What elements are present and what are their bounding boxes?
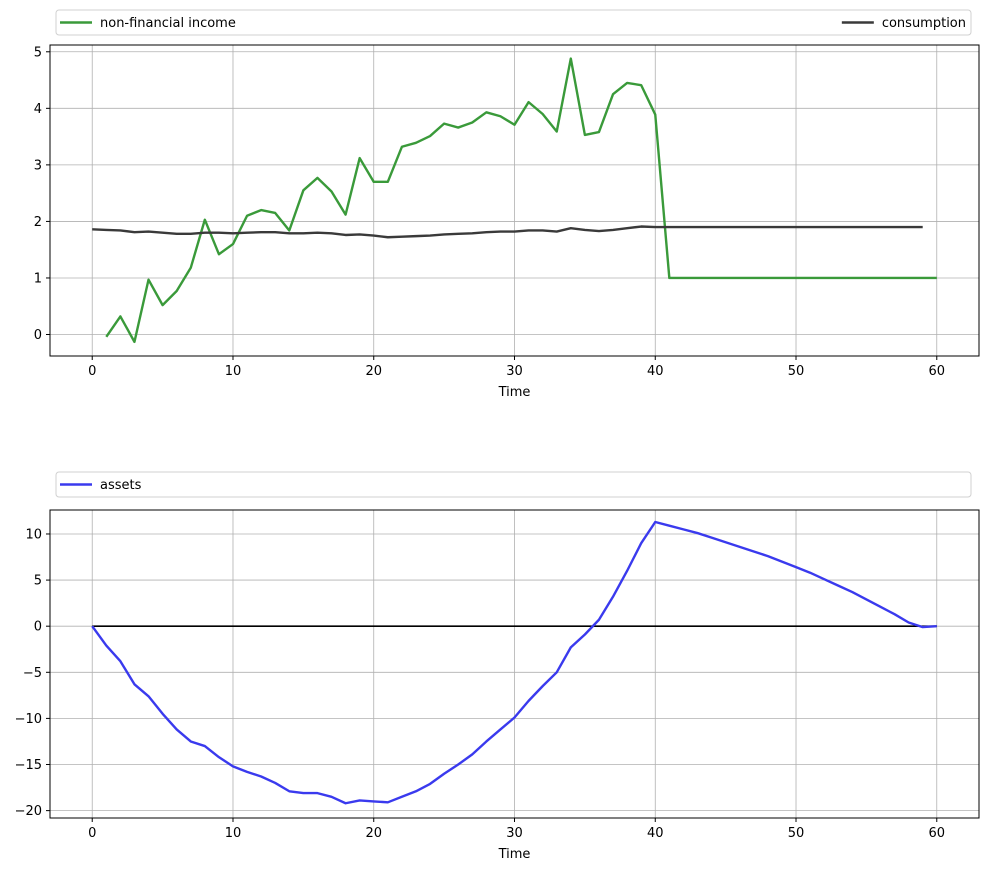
x-tick-label: 40 xyxy=(647,364,664,379)
x-tick-label: 0 xyxy=(88,364,96,379)
y-tick-label: 5 xyxy=(34,574,42,589)
assets-panel: 0 10 20 30 40 50 60 −20 −15 −10 −5 0 5 10 Time assets xyxy=(15,471,980,862)
assets-line xyxy=(91,520,937,805)
y-tick-label: 10 xyxy=(25,527,42,542)
x-tick-label: 50 xyxy=(788,826,805,841)
legend-label: non-financial income xyxy=(100,16,236,31)
x-tick-label: 40 xyxy=(647,826,664,841)
legend-label: assets xyxy=(100,478,142,493)
y-tick-label: −10 xyxy=(15,712,42,727)
x-tick-label: 30 xyxy=(506,826,523,841)
consumption-line xyxy=(92,225,923,239)
legend-label: consumption xyxy=(882,16,966,31)
y-tick-label: 1 xyxy=(34,271,42,286)
x-tick-label: 20 xyxy=(365,826,382,841)
y-tick-label: 2 xyxy=(34,215,42,230)
x-tick-label: 60 xyxy=(928,826,945,841)
x-axis-label: Time xyxy=(498,847,531,862)
y-tick-label: 5 xyxy=(34,45,42,60)
y-tick-label: 3 xyxy=(34,158,42,173)
x-tick-label: 30 xyxy=(506,364,523,379)
x-tick-label: 20 xyxy=(365,364,382,379)
y-tick-label: −5 xyxy=(23,666,42,681)
x-tick-label: 10 xyxy=(225,364,242,379)
legend-box xyxy=(55,471,972,498)
legend-box xyxy=(55,9,972,36)
non-financial-income-line xyxy=(105,57,937,344)
income-consumption-panel: 0 10 20 30 40 50 60 0 1 2 3 4 5 Time non-financial inc… xyxy=(34,9,980,400)
y-tick-label: 0 xyxy=(34,620,42,635)
x-tick-label: 0 xyxy=(88,826,96,841)
y-tick-label: 0 xyxy=(34,328,42,343)
x-tick-label: 50 xyxy=(788,364,805,379)
x-tick-label: 10 xyxy=(225,826,242,841)
x-axis-label: Time xyxy=(498,385,531,400)
y-tick-label: −15 xyxy=(15,758,42,773)
y-tick-label: −20 xyxy=(15,804,42,819)
x-tick-label: 60 xyxy=(928,364,945,379)
y-tick-label: 4 xyxy=(34,102,42,117)
